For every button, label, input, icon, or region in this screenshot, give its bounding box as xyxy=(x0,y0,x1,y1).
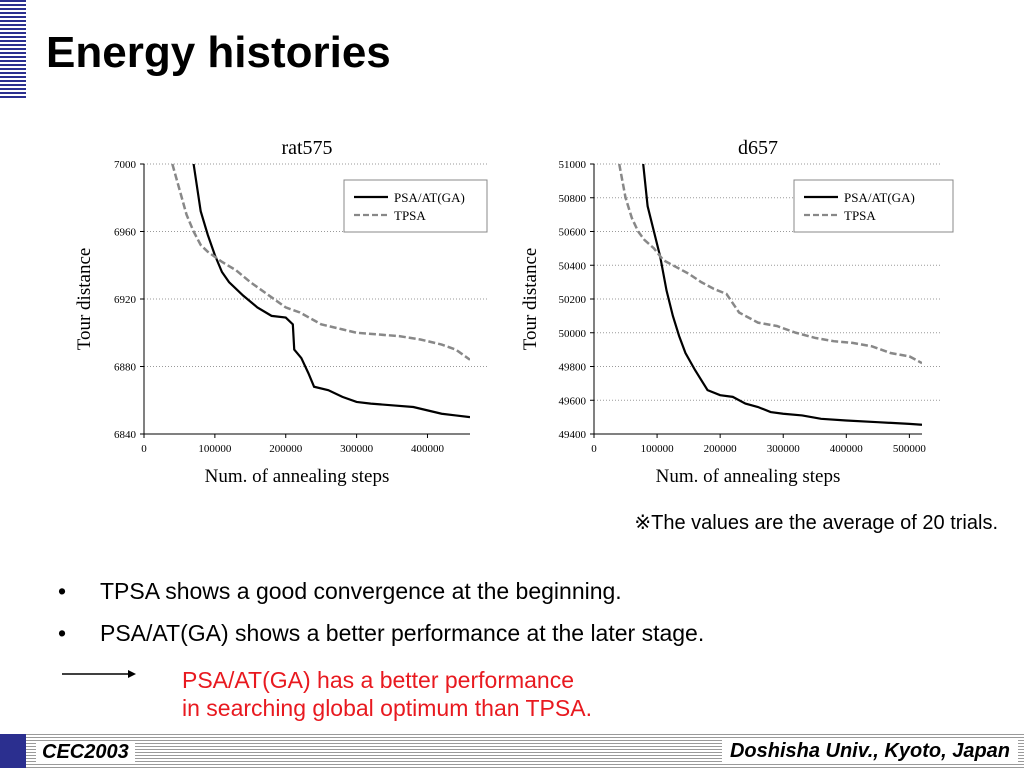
x-tick-label: 500000 xyxy=(893,443,927,455)
series-line-tpsa xyxy=(618,163,922,365)
series-line-psa-at-ga- xyxy=(642,163,922,426)
y-tick-label: 6920 xyxy=(114,294,137,306)
arrow-right-icon xyxy=(62,670,136,678)
y-axis-label: Tour distance xyxy=(520,248,541,351)
footer-affiliation: Doshisha Univ., Kyoto, Japan xyxy=(721,740,1018,763)
legend-label: TPSA xyxy=(394,208,426,223)
chart-title: d657 xyxy=(738,137,778,159)
bullet-text: TPSA shows a good convergence at the beg… xyxy=(100,578,622,604)
left-stripe-decoration xyxy=(0,0,26,100)
chart-rat575: rat575 6840 6880 6920 6960 7000 0 100000 200000 3… xyxy=(68,130,488,500)
x-tick-label: 400000 xyxy=(830,443,864,455)
y-tick-label: 50200 xyxy=(559,294,587,306)
chart-d657-svg: d657 49400 49600 49800 50000 50200 50400 50600 5… xyxy=(520,137,954,487)
y-tick-label: 49400 xyxy=(559,429,587,441)
footnote: ※The values are the average of 20 trials… xyxy=(634,512,998,534)
footer-left-block xyxy=(0,734,26,768)
y-tick-label: 50600 xyxy=(559,227,587,239)
bullet-marker: • xyxy=(58,578,67,604)
conclusion-line-1: PSA/AT(GA) has a better performance xyxy=(182,667,575,693)
series-line-tpsa xyxy=(171,163,470,361)
y-tick-label: 49600 xyxy=(559,395,587,407)
x-tick-label: 200000 xyxy=(269,443,303,455)
slide-title: Energy histories xyxy=(46,28,391,77)
x-tick-label: 0 xyxy=(591,443,597,455)
bullet-item: • TPSA shows a good convergence at the be… xyxy=(58,570,704,612)
x-tick-label: 200000 xyxy=(704,443,738,455)
legend-label: PSA/AT(GA) xyxy=(394,190,465,205)
footer-conference: CEC2003 xyxy=(36,741,135,764)
y-tick-label: 7000 xyxy=(114,159,137,171)
bullet-marker: • xyxy=(58,620,67,646)
legend-label: PSA/AT(GA) xyxy=(844,190,915,205)
legend-box xyxy=(343,179,488,233)
y-tick-label: 49800 xyxy=(559,362,587,374)
chart-d657: d657 49400 49600 49800 50000 50200 50400 50600 5… xyxy=(514,130,954,500)
legend-label: TPSA xyxy=(844,208,876,223)
x-tick-label: 400000 xyxy=(411,443,445,455)
y-tick-label: 6840 xyxy=(114,429,137,441)
series-line-psa-at-ga- xyxy=(192,163,470,419)
y-tick-label: 6960 xyxy=(114,227,137,239)
bullet-text: PSA/AT(GA) shows a better performance at… xyxy=(100,620,705,646)
y-tick-label: 50400 xyxy=(559,260,587,272)
x-tick-label: 0 xyxy=(141,443,147,455)
conclusion-line-2: in searching global optimum than TPSA. xyxy=(182,695,592,721)
y-tick-label: 51000 xyxy=(559,159,587,171)
conclusion-text: PSA/AT(GA) has a better performance in s… xyxy=(182,666,592,722)
x-axis-label: Num. of annealing steps xyxy=(205,466,390,487)
x-tick-label: 100000 xyxy=(198,443,232,455)
x-axis-label: Num. of annealing steps xyxy=(656,466,841,487)
y-tick-label: 6880 xyxy=(114,362,137,374)
bullet-item: • PSA/AT(GA) shows a better performance a… xyxy=(58,612,704,654)
chart-rat575-svg: rat575 6840 6880 6920 6960 7000 0 100000 200000 3… xyxy=(74,137,488,487)
y-tick-label: 50000 xyxy=(559,328,587,340)
bullet-list: • TPSA shows a good convergence at the be… xyxy=(58,570,704,654)
x-tick-label: 100000 xyxy=(641,443,675,455)
y-axis-label: Tour distance xyxy=(74,248,95,351)
x-tick-label: 300000 xyxy=(340,443,374,455)
chart-title: rat575 xyxy=(281,137,332,159)
x-tick-label: 300000 xyxy=(767,443,801,455)
y-tick-label: 50800 xyxy=(559,193,587,205)
legend-box xyxy=(793,179,954,233)
